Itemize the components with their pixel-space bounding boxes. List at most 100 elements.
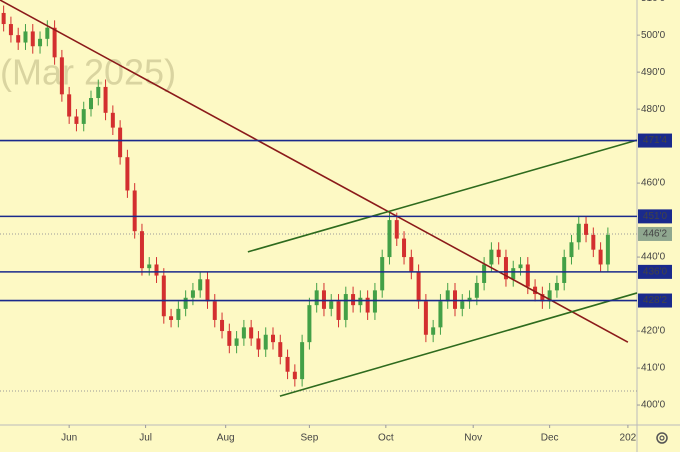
candle-body xyxy=(394,220,399,239)
x-tick-label: Jul xyxy=(139,433,152,444)
candle-body xyxy=(343,294,348,320)
candle-body xyxy=(445,290,450,302)
candle-body xyxy=(416,271,421,302)
level-label: 436'0 xyxy=(643,267,668,278)
candle-body xyxy=(125,157,130,191)
candle-body xyxy=(169,316,174,320)
candle-body xyxy=(336,301,341,320)
trend-line xyxy=(279,292,638,397)
y-tick-label: 440'0 xyxy=(641,252,666,263)
candle-body xyxy=(605,234,610,265)
candle-body xyxy=(132,190,137,232)
candle-body xyxy=(23,31,28,43)
candle-body xyxy=(482,264,487,283)
trend-line xyxy=(0,0,629,343)
x-tick-label: Dec xyxy=(541,433,559,444)
level-label-box xyxy=(638,293,672,308)
candle-body xyxy=(372,290,377,313)
candle-body xyxy=(321,290,326,309)
x-tick-label: Oct xyxy=(378,433,394,444)
candle-body xyxy=(1,12,6,25)
x-tick-label: Aug xyxy=(217,433,235,444)
candle-body xyxy=(52,27,57,58)
candle-body xyxy=(351,294,356,306)
x-tick-label: Jun xyxy=(61,433,77,444)
y-tick-label: 510'0 xyxy=(641,0,666,4)
candle-body xyxy=(525,264,530,287)
watermark: (Mar 2025) xyxy=(0,52,176,93)
candle-body xyxy=(212,301,217,320)
candle-body xyxy=(89,98,93,110)
candle-body xyxy=(453,290,457,309)
y-tick-label: 480'0 xyxy=(641,104,666,115)
candle-body xyxy=(96,86,101,99)
candle-body xyxy=(220,319,225,332)
candle-body xyxy=(460,301,465,309)
candle-body xyxy=(278,342,283,357)
candle-body xyxy=(183,297,188,309)
candle-body xyxy=(496,249,501,258)
candle-body xyxy=(402,238,407,258)
candle-body xyxy=(329,301,334,309)
candle-body xyxy=(249,327,254,339)
candle-body xyxy=(198,279,203,291)
candle-body xyxy=(554,282,559,291)
candle-body xyxy=(489,249,494,265)
candle-body xyxy=(576,223,581,243)
y-tick-label: 490'0 xyxy=(641,67,666,78)
candle-body xyxy=(67,94,72,117)
candle-body xyxy=(30,31,35,47)
candle-body xyxy=(562,257,567,283)
y-tick-label: 460'0 xyxy=(641,178,666,189)
candle-body xyxy=(547,290,552,302)
settings-icon[interactable] xyxy=(656,432,668,444)
candle-body xyxy=(234,338,239,346)
level-label-box xyxy=(638,264,672,279)
candle-body xyxy=(74,116,79,124)
candle-body xyxy=(409,257,414,272)
candle-body xyxy=(241,327,246,339)
candle-body xyxy=(45,27,50,39)
candle-body xyxy=(438,301,443,328)
candle-body xyxy=(292,371,297,380)
candle-body xyxy=(161,275,166,317)
candle-body xyxy=(518,264,523,269)
level-label: 428'2 xyxy=(643,295,668,306)
candle-body xyxy=(263,334,268,350)
candle-body xyxy=(598,249,603,265)
candle-body xyxy=(307,305,312,343)
candle-body xyxy=(380,257,385,291)
x-tick-label: 202 xyxy=(620,433,637,444)
candle-body xyxy=(256,338,261,350)
candle-body xyxy=(8,24,13,36)
candle-body xyxy=(300,342,305,380)
candle-body xyxy=(584,223,589,235)
candle-body xyxy=(81,109,86,124)
candle-body xyxy=(227,331,232,346)
candle-body xyxy=(154,264,159,276)
candle-body xyxy=(474,282,479,298)
candle-body xyxy=(423,301,428,335)
candle-body xyxy=(387,220,392,258)
level-label-box xyxy=(638,133,672,148)
y-tick-label: 420'0 xyxy=(641,326,666,337)
candle-body xyxy=(103,86,108,113)
last-price-label: 446'2 xyxy=(643,229,668,240)
candle-body xyxy=(358,297,363,306)
candle-body xyxy=(314,290,319,306)
candle-body xyxy=(110,112,115,128)
candle-body xyxy=(511,268,516,280)
candle-body xyxy=(16,35,21,43)
candle-body xyxy=(569,242,574,258)
candle-body xyxy=(118,127,123,158)
candle-body xyxy=(431,327,436,335)
last-price-box xyxy=(638,226,672,241)
candle-body xyxy=(365,297,370,313)
candle-body xyxy=(176,308,181,320)
y-tick-label: 500'0 xyxy=(641,30,666,41)
candle-body xyxy=(38,38,43,47)
candle-body xyxy=(467,297,472,302)
x-tick-label: Nov xyxy=(464,433,482,444)
candle-body xyxy=(190,290,195,298)
